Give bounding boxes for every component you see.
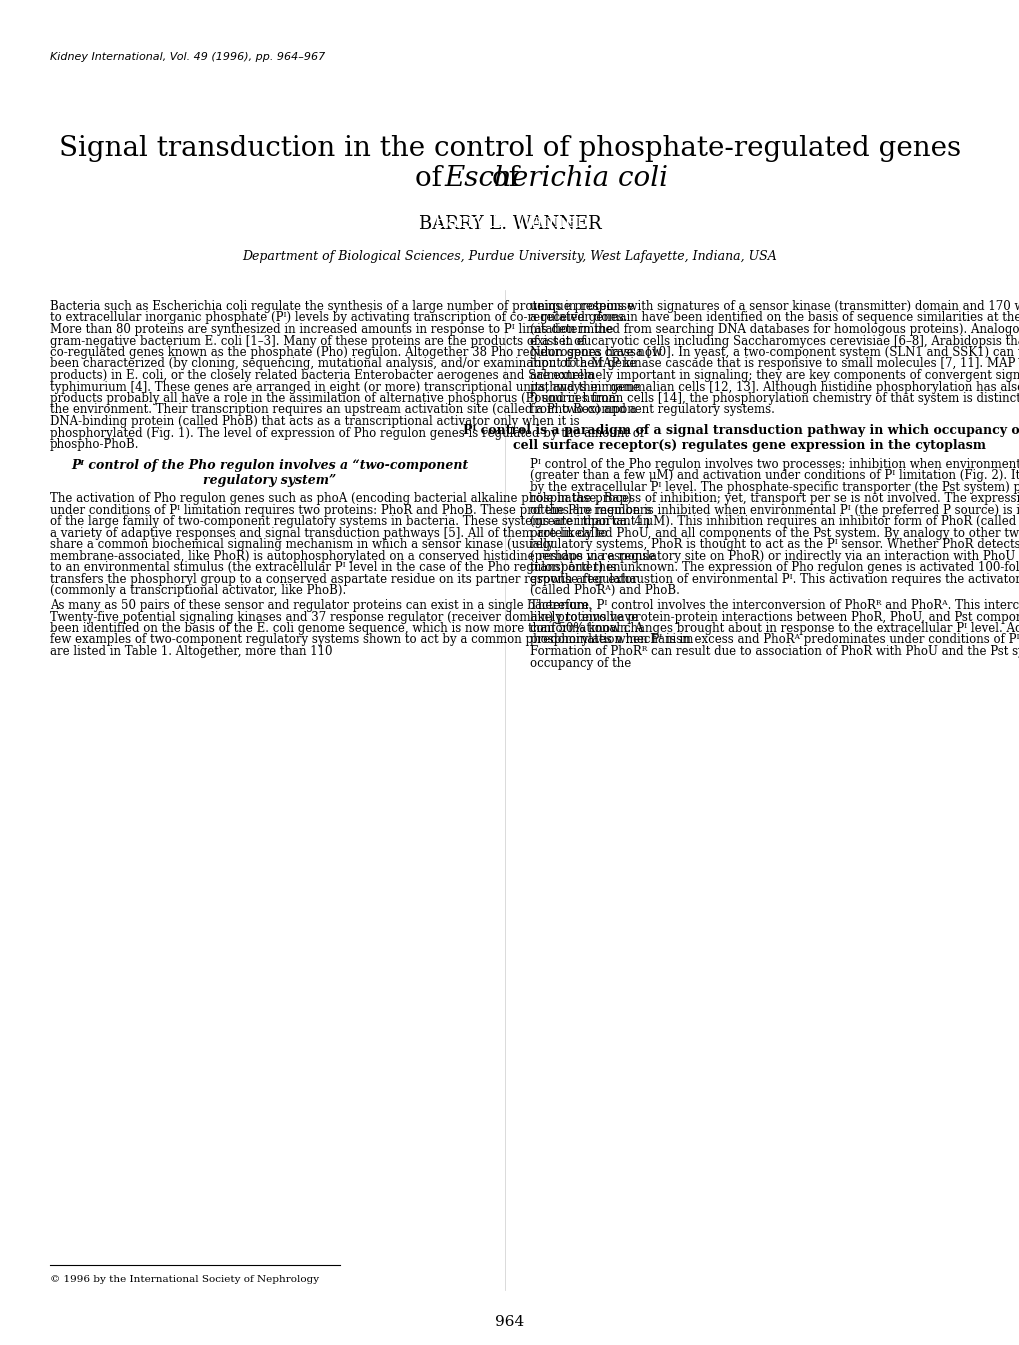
Text: likely to involve protein-protein interactions between PhoR, PhoU, and Pst compo: likely to involve protein-protein intera… [530,611,1019,624]
Text: Twenty-five potential signaling kinases and 37 response regulator (receiver doma: Twenty-five potential signaling kinases … [50,611,638,624]
Text: Neurospora crassa [10]. In yeast, a two-component system (SLN1 and SSK1) can pro: Neurospora crassa [10]. In yeast, a two-… [530,346,1019,359]
Text: of: of [336,165,683,192]
Text: of: of [415,165,450,192]
Text: by the extracellular Pᴵ level. The phosphate-specific transporter (the Pst syste: by the extracellular Pᴵ level. The phosp… [530,480,1019,494]
Text: regulatory systems, PhoR is thought to act as the Pᴵ sensor. Whether PhoR detect: regulatory systems, PhoR is thought to a… [530,538,1019,551]
Text: Formation of PhoRᴿ can result due to association of PhoR with PhoU and the Pst s: Formation of PhoRᴿ can result due to ass… [530,646,1019,658]
Text: growth after exhaustion of environmental Pᴵ. This activation requires the activa: growth after exhaustion of environmental… [530,573,1019,585]
Text: of the Pho regulon is inhibited when environmental Pᴵ (the preferred P source) i: of the Pho regulon is inhibited when env… [530,503,1019,516]
Text: protein called PhoU, and all components of the Pst system. By analogy to other t: protein called PhoU, and all components … [530,526,1019,539]
Text: transfers the phosphoryl group to a conserved aspartate residue on its partner r: transfers the phosphoryl group to a cons… [50,573,637,585]
Text: (greater than a few μM) and activation under conditions of Pᴵ limitation (Fig. 2: (greater than a few μM) and activation u… [530,469,1019,482]
Text: Pᴵ control of the Pho regulon involves two processes: inhibition when environmen: Pᴵ control of the Pho regulon involves t… [530,457,1019,471]
Text: Bacteria such as Escherichia coli regulate the synthesis of a large number of pr: Bacteria such as Escherichia coli regula… [50,300,634,313]
Text: input to a MAP kinase cascade that is responsive to small molecules [7, 11]. MAP: input to a MAP kinase cascade that is re… [530,358,1019,370]
Text: phosphorylated (Fig. 1). The level of expression of Pho regulon genes is regulat: phosphorylated (Fig. 1). The level of ex… [50,426,643,440]
Text: (called PhoRᴬ) and PhoB.: (called PhoRᴬ) and PhoB. [530,584,680,597]
Text: (as determined from searching DNA databases for homologous proteins). Analogous : (as determined from searching DNA databa… [530,323,1019,336]
Text: BARRY L. WANNER: BARRY L. WANNER [418,215,601,233]
Text: from two-component regulatory systems.: from two-component regulatory systems. [530,404,774,417]
Text: (perhaps via a regulatory site on PhoR) or indirectly via an interaction with Ph: (perhaps via a regulatory site on PhoR) … [530,550,1019,562]
Text: Pᴵ control of the Pho regulon involves a “two-component: Pᴵ control of the Pho regulon involves a… [71,459,468,472]
Text: a variety of adaptive responses and signal transduction pathways [5]. All of the: a variety of adaptive responses and sign… [50,526,607,539]
Text: regulatory system”: regulatory system” [203,473,336,487]
Text: been identified on the basis of the E. coli genome sequence, which is now more t: been identified on the basis of the E. c… [50,621,643,635]
Text: conformational changes brought about in response to the extracellular Pᴵ level. : conformational changes brought about in … [530,621,1019,635]
Text: Signal transduction in the control of phosphate-regulated genes: Signal transduction in the control of ph… [59,134,960,161]
Text: role in the process of inhibition; yet, transport per se is not involved. The ex: role in the process of inhibition; yet, … [530,492,1019,506]
Text: few examples of two-component regulatory systems shown to act by a common phosph: few examples of two-component regulatory… [50,633,693,647]
Text: share a common biochemical signaling mechanism in which a sensor kinase (usually: share a common biochemical signaling mec… [50,538,553,551]
Text: typhimurium [4]. These genes are arranged in eight (or more) transcriptional uni: typhimurium [4]. These genes are arrange… [50,381,639,394]
Text: exist in eucaryotic cells including Saccharomyces cerevisiae [6–8], Arabidopsis : exist in eucaryotic cells including Sacc… [530,335,1019,347]
Text: products probably all have a role in the assimilation of alternative phosphorus : products probably all have a role in the… [50,391,619,405]
Text: Therefore, Pᴵ control involves the interconversion of PhoRᴿ and PhoRᴬ. This inte: Therefore, Pᴵ control involves the inter… [530,599,1019,612]
Text: Department of Biological Sciences, Purdue University, West Lafayette, Indiana, U: Department of Biological Sciences, Purdu… [243,250,776,264]
Text: Kidney International, Vol. 49 (1996), pp. 964–967: Kidney International, Vol. 49 (1996), pp… [50,52,325,62]
Text: phospho-PhoB.: phospho-PhoB. [50,438,140,451]
Text: unique proteins with signatures of a sensor kinase (transmitter) domain and 170 : unique proteins with signatures of a sen… [530,300,1019,313]
Text: Escherichia coli: Escherichia coli [443,165,667,192]
Text: transporter) is unknown. The expression of Pho regulon genes is activated 100-fo: transporter) is unknown. The expression … [530,561,1019,574]
Text: cell surface receptor(s) regulates gene expression in the cytoplasm: cell surface receptor(s) regulates gene … [513,440,985,452]
Text: of: of [491,165,528,192]
Text: are listed in Table 1. Altogether, more than 110: are listed in Table 1. Altogether, more … [50,646,332,658]
Text: co-regulated genes known as the phosphate (Pho) regulon. Altogether 38 Pho regul: co-regulated genes known as the phosphat… [50,346,661,359]
Text: The activation of Pho regulon genes such as phoA (encoding bacterial alkaline ph: The activation of Pho regulon genes such… [50,492,631,506]
Text: to extracellular inorganic phosphate (Pᴵ) levels by activating transcription of : to extracellular inorganic phosphate (Pᴵ… [50,312,627,324]
Text: predominates when Pᴵ is in excess and PhoRᴬ predominates under conditions of Pᴵ : predominates when Pᴵ is in excess and Ph… [530,633,1019,647]
Text: (commonly a transcriptional activator, like PhoB).: (commonly a transcriptional activator, l… [50,584,345,597]
Text: © 1996 by the International Society of Nephrology: © 1996 by the International Society of N… [50,1275,319,1284]
Text: More than 80 proteins are synthesized in increased amounts in response to Pᴵ lim: More than 80 proteins are synthesized in… [50,323,612,336]
Text: pathways in mammalian cells [12, 13]. Although histidine phosphorylation has als: pathways in mammalian cells [12, 13]. Al… [530,381,1019,394]
Text: the environment. Their transcription requires an upstream activation site (calle: the environment. Their transcription req… [50,404,636,417]
Text: Barry L. Wanner: Barry L. Wanner [434,213,585,231]
Text: under conditions of Pᴵ limitation requires two proteins: PhoR and PhoB. These pr: under conditions of Pᴵ limitation requir… [50,503,651,516]
Text: 964: 964 [495,1315,524,1329]
Text: products) in E. coli, or the closely related bacteria Enterobacter aerogenes and: products) in E. coli, or the closely rel… [50,369,594,382]
Text: Pᴵ control is a paradigm of a signal transduction pathway in which occupancy of : Pᴵ control is a paradigm of a signal tra… [463,424,1019,437]
Text: occupancy of the: occupancy of the [530,656,631,670]
Text: found in human cells [14], the phosphorylation chemistry of that system is disti: found in human cells [14], the phosphory… [530,391,1019,405]
Text: of the large family of two-component regulatory systems in bacteria. These syste: of the large family of two-component reg… [50,515,650,529]
Text: to an environmental stimulus (the extracellular Pᴵ level in the case of the Pho : to an environmental stimulus (the extrac… [50,561,620,574]
Text: a receiver domain have been identified on the basis of sequence similarities at : a receiver domain have been identified o… [530,312,1019,324]
Text: DNA-binding protein (called PhoB) that acts as a transcriptional activator only : DNA-binding protein (called PhoB) that a… [50,416,579,428]
Text: As many as 50 pairs of these sensor and regulator proteins can exist in a single: As many as 50 pairs of these sensor and … [50,599,591,612]
Text: gram-negative bacterium E. coli [1–3]. Many of these proteins are the products o: gram-negative bacterium E. coli [1–3]. M… [50,335,585,347]
Text: (greater than ca. 4 μM). This inhibition requires an inhibitor form of PhoR (cal: (greater than ca. 4 μM). This inhibition… [530,515,1019,529]
Text: membrane-associated, like PhoR) is autophosphorylated on a conserved histidine r: membrane-associated, like PhoR) is autop… [50,550,655,562]
Text: been characterized (by cloning, sequencing, mutational analysis, and/or examinat: been characterized (by cloning, sequenci… [50,358,636,370]
Text: are extremely important in signaling; they are key components of convergent sign: are extremely important in signaling; th… [530,369,1019,382]
